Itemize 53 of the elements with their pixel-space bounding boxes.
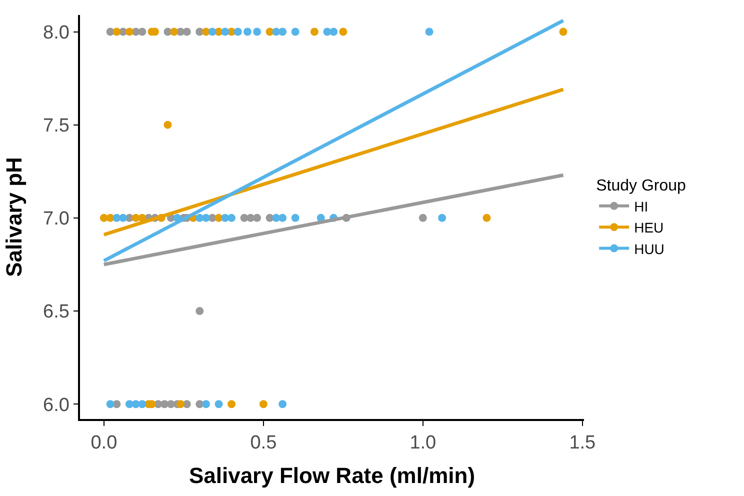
y-tick-label: 6.0 — [43, 394, 70, 416]
point — [278, 28, 287, 36]
point — [196, 307, 204, 316]
legend-label: HEU — [634, 220, 664, 236]
point — [482, 214, 491, 222]
point — [418, 214, 427, 222]
y-tick-label: 7.0 — [43, 208, 70, 230]
x-tick-label: 0.5 — [250, 432, 277, 454]
y-tick-label: 7.5 — [43, 115, 70, 136]
point — [425, 28, 434, 36]
point — [208, 28, 216, 36]
legend-label: HI — [634, 198, 648, 214]
point — [221, 28, 230, 36]
y-tick-label: 6.5 — [43, 302, 70, 323]
x-axis-title: Salivary Flow Rate (ml/min) — [188, 462, 476, 488]
point — [112, 214, 121, 222]
point — [243, 28, 252, 36]
point — [125, 28, 134, 36]
point — [259, 400, 268, 408]
point — [234, 28, 242, 36]
point — [202, 400, 210, 408]
point — [438, 214, 446, 222]
x-tick-label: 1.0 — [410, 432, 436, 454]
point — [291, 214, 300, 222]
y-axis-title: Salivary pH — [1, 157, 26, 277]
point — [138, 28, 146, 36]
point — [119, 214, 128, 222]
point — [170, 28, 178, 36]
point — [202, 214, 210, 222]
point — [339, 28, 348, 36]
point — [112, 28, 121, 36]
point — [278, 214, 287, 222]
point — [106, 400, 114, 408]
point — [164, 120, 172, 129]
x-tick-label: 1.5 — [569, 432, 596, 454]
y-tick-label: 8.0 — [43, 22, 70, 44]
point — [182, 28, 191, 36]
legend-title: Study Group — [596, 177, 686, 194]
point — [214, 400, 223, 408]
point — [310, 28, 318, 36]
point — [228, 214, 236, 222]
point — [253, 28, 262, 36]
point — [278, 400, 287, 408]
legend-label: HUU — [634, 240, 664, 257]
point — [272, 214, 280, 222]
point — [330, 28, 338, 36]
point — [253, 214, 262, 222]
point — [228, 400, 236, 408]
point — [559, 28, 568, 36]
point — [291, 28, 300, 36]
x-tick-label: 0.0 — [90, 432, 118, 454]
point — [176, 400, 184, 408]
point — [138, 400, 146, 408]
